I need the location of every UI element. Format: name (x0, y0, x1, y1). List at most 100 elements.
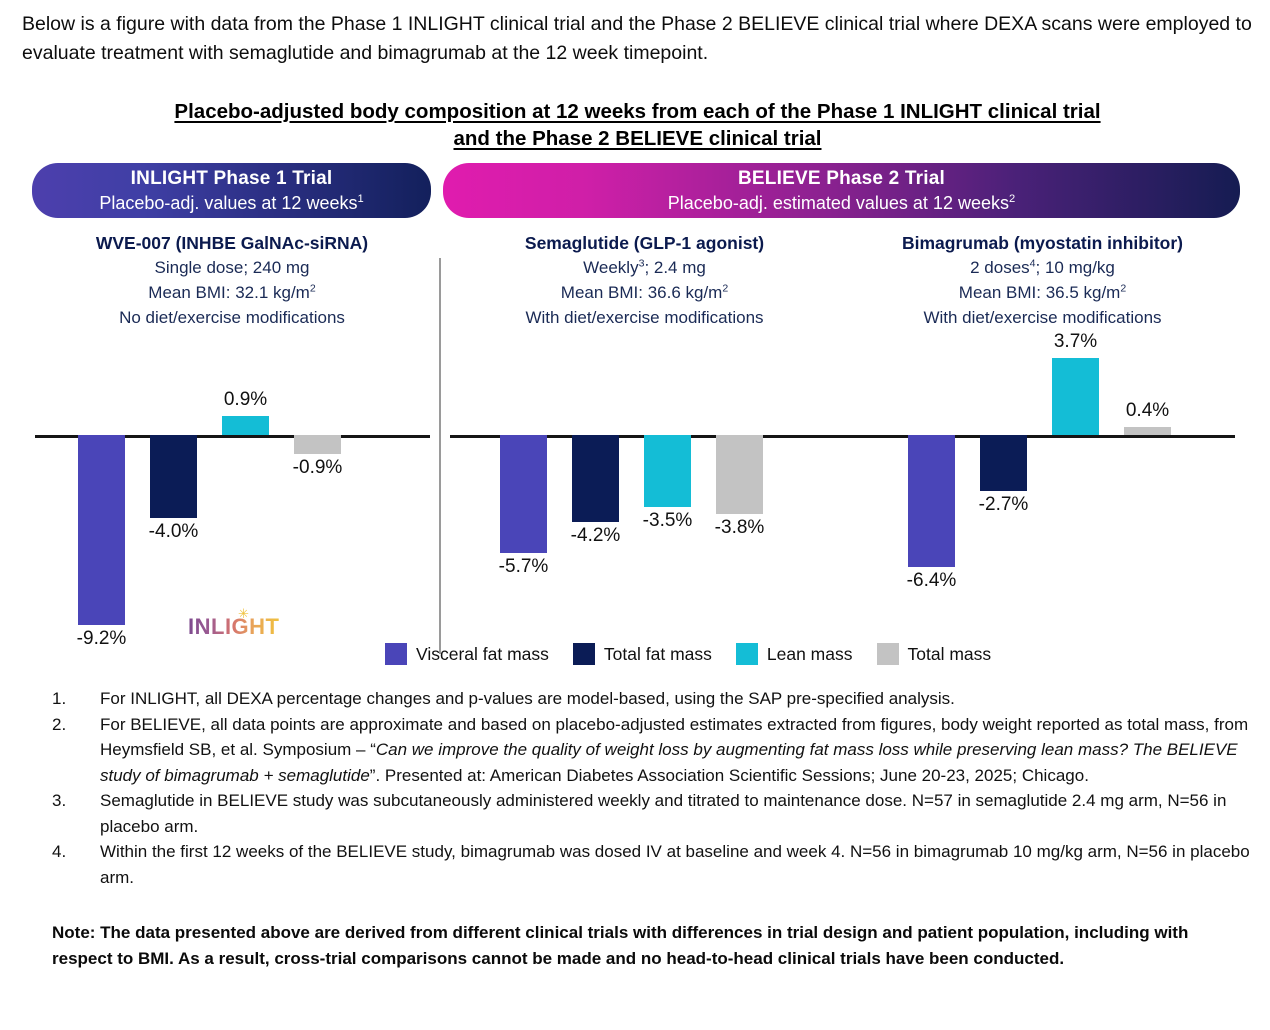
column-dose-sup-semaglutide: 3 (638, 257, 645, 270)
column-head-semaglutide: Semaglutide (GLP-1 agonist) (524, 233, 765, 253)
banner-inlight-title: INLIGHT Phase 1 Trial (130, 167, 333, 189)
legend-swatch-icon (385, 643, 407, 665)
figure-title-line2: and the Phase 2 BELIEVE clinical trial (453, 127, 822, 150)
bar-value-label: -9.2% (76, 628, 127, 650)
banner-believe-trial: BELIEVE Phase 2 Trial Placebo-adj. estim… (443, 163, 1240, 218)
legend-label: Total fat mass (603, 643, 712, 664)
panel-divider (439, 258, 441, 654)
column-diet-wve007: No diet/exercise modifications (119, 308, 345, 327)
bar-value-label: -4.0% (148, 520, 199, 542)
banner-believe-subtitle-text: Placebo-adj. estimated values at 12 week… (667, 192, 1009, 213)
footnote-text: For BELIEVE, all data points are approxi… (100, 714, 1249, 785)
banner-inlight-trial: INLIGHT Phase 1 Trial Placebo-adj. value… (32, 163, 431, 218)
inlight-logo-text: INLIGHT (188, 614, 280, 639)
bar-value-label: -6.4% (906, 570, 957, 592)
bar-lean-mass-bimagrumab (1052, 358, 1099, 435)
footnote-italic-title: Can we improve the quality of weight los… (100, 740, 1238, 785)
column-dose-prefix-semaglutide: Weekly (583, 258, 639, 277)
bar-total-fat-mass-wve007 (150, 435, 197, 518)
inlight-logo-star-icon: ✳ (238, 606, 249, 622)
intro-paragraph: Below is a figure with data from the Pha… (22, 13, 1252, 64)
bar-lean-mass-semaglutide (644, 435, 691, 508)
footnote-text: Within the first 12 weeks of the BELIEVE… (100, 842, 1250, 887)
column-head-wve007: WVE-007 (INHBE GalNAc-siRNA) (95, 233, 369, 253)
banner-believe-title: BELIEVE Phase 2 Trial (738, 167, 945, 189)
column-dose-prefix-bimagrumab: 2 doses (970, 258, 1030, 277)
banner-believe-subtitle: Placebo-adj. estimated values at 12 week… (443, 191, 1240, 215)
footnote-number: 4. (52, 842, 67, 861)
legend-item[interactable]: Visceral fat mass (385, 643, 549, 665)
banner-believe-footnote-ref: 2 (1008, 192, 1016, 205)
column-head-bimagrumab: Bimagrumab (myostatin inhibitor) (902, 233, 1183, 253)
banner-inlight-subtitle: Placebo-adj. values at 12 weeks1 (32, 191, 431, 215)
column-diet-bimagrumab: With diet/exercise modifications (923, 308, 1162, 327)
footnote-item: 4. Within the first 12 weeks of the BELIE… (52, 839, 1252, 890)
bar-visceral-fat-mass-wve007 (78, 435, 125, 626)
column-caption-bimagrumab: Bimagrumab (myostatin inhibitor) 2 doses… (845, 231, 1240, 330)
legend-swatch-icon (876, 643, 899, 665)
column-caption-wve007: WVE-007 (INHBE GalNAc-siRNA) Single dose… (42, 231, 422, 330)
banner-inlight-footnote-ref: 1 (357, 192, 364, 205)
footnote-item: 3. Semaglutide in BELIEVE study was subcu… (52, 788, 1252, 839)
bar-value-label: -2.7% (978, 493, 1029, 515)
column-bmi-wve007: Mean BMI: 32.1 kg/m2 (42, 280, 422, 305)
bar-value-label: 0.4% (1125, 399, 1170, 421)
zero-axis-line-left (35, 435, 430, 438)
footnote-text: For INLIGHT, all DEXA percentage changes… (100, 689, 955, 708)
legend-label: Visceral fat mass (416, 643, 549, 664)
figure-title: Placebo-adjusted body composition at 12 … (55, 98, 1220, 152)
column-dose-wve007: Single dose; 240 mg (154, 258, 310, 277)
column-bmi-sup-bimagrumab: 2 (1120, 282, 1127, 295)
column-bmi-text-semaglutide: Mean BMI: 36.6 kg/m (560, 283, 723, 302)
bar-value-label: -0.9% (292, 456, 343, 478)
legend-label: Lean mass (766, 643, 853, 664)
banner-inlight-subtitle-text: Placebo-adj. values at 12 weeks (99, 192, 358, 213)
bar-visceral-fat-mass-bimagrumab (908, 435, 955, 568)
footnotes-list: 1. For INLIGHT, all DEXA percentage chang… (52, 686, 1252, 890)
column-bmi-sup-semaglutide: 2 (722, 282, 729, 295)
bar-chart: -9.2% -4.0% 0.9% -0.9% -5.7% -4.2% -3.5% -3.8% -… (0, 250, 1270, 670)
bar-visceral-fat-mass-semaglutide (500, 435, 547, 553)
chart-legend: Visceral fat mass Total fat mass Lean mass… (385, 643, 1015, 665)
footnote-number: 1. (52, 689, 67, 708)
figure-title-line1: Placebo-adjusted body composition at 12 … (174, 100, 1101, 123)
legend-item[interactable]: Lean mass (735, 643, 853, 665)
legend-swatch-icon (572, 643, 595, 665)
column-dose-bimagrumab: 2 doses4; 10 mg/kg (845, 255, 1240, 280)
bar-lean-mass-wve007 (222, 416, 269, 435)
bar-value-label: -5.7% (498, 555, 549, 577)
bar-value-label: -3.8% (714, 516, 765, 538)
column-dose-semaglutide: Weekly3; 2.4 mg (452, 255, 837, 280)
column-bmi-bimagrumab: Mean BMI: 36.5 kg/m2 (845, 280, 1240, 305)
column-diet-semaglutide: With diet/exercise modifications (525, 308, 764, 327)
column-bmi-text-bimagrumab: Mean BMI: 36.5 kg/m (958, 283, 1121, 302)
footnote-text: Semaglutide in BELIEVE study was subcuta… (100, 791, 1227, 836)
legend-swatch-icon (735, 643, 758, 665)
column-bmi-semaglutide: Mean BMI: 36.6 kg/m2 (452, 280, 837, 305)
legend-item[interactable]: Total mass (876, 643, 992, 665)
footnote-number: 2. (52, 714, 67, 734)
bar-value-label: 0.9% (223, 389, 268, 411)
bar-value-label: -4.2% (570, 524, 621, 546)
bar-total-fat-mass-semaglutide (572, 435, 619, 522)
final-note: Note: The data presented above are deriv… (52, 923, 1189, 968)
column-caption-semaglutide: Semaglutide (GLP-1 agonist) Weekly3; 2.4… (452, 231, 837, 330)
bar-total-mass-semaglutide (716, 435, 763, 514)
legend-label: Total mass (907, 643, 992, 664)
column-bmi-sup-wve007: 2 (309, 282, 316, 295)
column-bmi-text-wve007: Mean BMI: 32.1 kg/m (148, 283, 310, 302)
footnote-item: 1. For INLIGHT, all DEXA percentage chang… (52, 686, 1252, 712)
bar-value-label: -3.5% (642, 510, 693, 532)
column-dose-suffix-bimagrumab: ; 10 mg/kg (1035, 258, 1115, 277)
footnote-number: 3. (52, 791, 67, 810)
bar-total-mass-bimagrumab (1124, 426, 1171, 435)
bar-total-mass-wve007 (294, 435, 341, 454)
column-dose-sup-bimagrumab: 4 (1029, 257, 1036, 270)
column-dose-suffix-semaglutide: ; 2.4 mg (644, 258, 706, 277)
bar-total-fat-mass-bimagrumab (980, 435, 1027, 491)
legend-item[interactable]: Total fat mass (572, 643, 712, 665)
zero-axis-line-right (450, 435, 1235, 438)
inlight-logo: INLIGHT (188, 612, 280, 642)
bar-value-label: 3.7% (1053, 331, 1098, 353)
footnote-item: 2. For BELIEVE, all data points are appro… (52, 712, 1252, 789)
